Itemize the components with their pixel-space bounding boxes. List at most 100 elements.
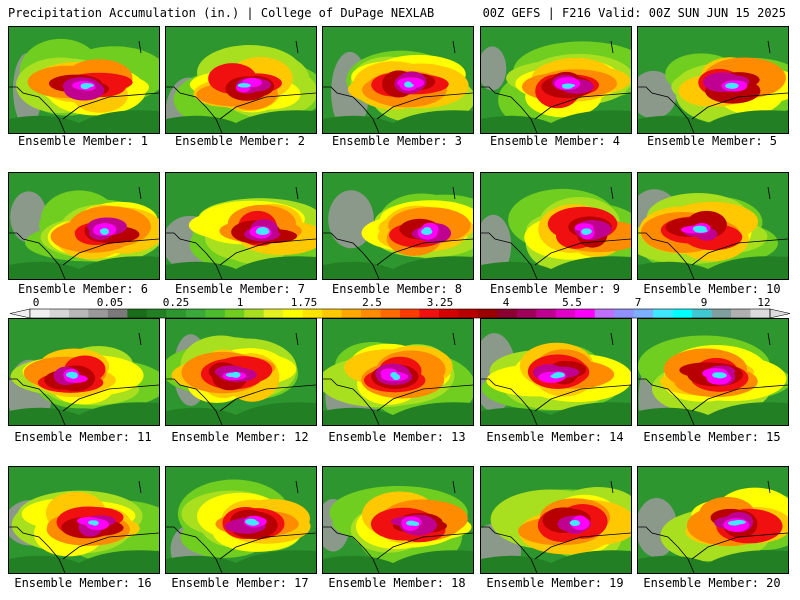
precip-map bbox=[323, 319, 473, 425]
colorbar-swatch bbox=[146, 309, 167, 318]
colorbar-swatch bbox=[516, 309, 537, 318]
ensemble-panel bbox=[637, 318, 789, 426]
colorbar-swatch bbox=[361, 309, 381, 318]
colorbar-swatch bbox=[497, 309, 518, 318]
ensemble-panel bbox=[637, 466, 789, 574]
ensemble-panel bbox=[480, 466, 632, 574]
ensemble-panel bbox=[8, 26, 160, 134]
member-label: Ensemble Member: 11 bbox=[14, 430, 152, 444]
precip-map bbox=[323, 467, 473, 573]
member-label: Ensemble Member: 16 bbox=[14, 576, 152, 590]
precip-map bbox=[638, 173, 788, 279]
ensemble-panel bbox=[8, 172, 160, 280]
precip-map bbox=[638, 27, 788, 133]
colorbar-swatch bbox=[614, 309, 634, 318]
colorbar-swatch bbox=[244, 309, 264, 318]
ensemble-panel bbox=[322, 466, 474, 574]
precip-map bbox=[166, 173, 316, 279]
chart-title: Precipitation Accumulation (in.) | Colle… bbox=[8, 6, 435, 20]
member-label: Ensemble Member: 10 bbox=[643, 282, 781, 296]
precip-map bbox=[323, 173, 473, 279]
precip-colorbar: 0 0.05 0.25 1 1.75 2.5 3.25 4 5.5 7 9 12 bbox=[9, 296, 791, 319]
member-label: Ensemble Member: 17 bbox=[171, 576, 309, 590]
colorbar-tick-label: 1 bbox=[237, 296, 244, 309]
precip-map bbox=[9, 319, 159, 425]
colorbar-swatch bbox=[302, 309, 323, 318]
colorbar-swatch bbox=[30, 309, 50, 318]
colorbar-swatch bbox=[283, 309, 303, 318]
member-label: Ensemble Member: 7 bbox=[174, 282, 306, 296]
colorbar-swatch bbox=[555, 309, 576, 318]
colorbar-swatch bbox=[224, 309, 245, 318]
ensemble-panel bbox=[165, 172, 317, 280]
ensemble-panel bbox=[480, 172, 632, 280]
ensemble-panel bbox=[322, 172, 474, 280]
colorbar-swatch bbox=[88, 309, 109, 318]
colorbar-swatch bbox=[107, 309, 128, 318]
colorbar-tick-label: 0 bbox=[33, 296, 40, 309]
colorbar-swatch bbox=[536, 309, 557, 318]
colorbar-tick-label: 5.5 bbox=[562, 296, 582, 309]
member-label: Ensemble Member: 14 bbox=[486, 430, 624, 444]
colorbar-swatch bbox=[594, 309, 615, 318]
ensemble-panel bbox=[8, 318, 160, 426]
ensemble-panel bbox=[322, 318, 474, 426]
member-label: Ensemble Member: 1 bbox=[17, 134, 149, 148]
precip-map bbox=[166, 319, 316, 425]
ensemble-panel bbox=[165, 318, 317, 426]
colorbar-swatch bbox=[438, 309, 459, 318]
ensemble-panel bbox=[480, 26, 632, 134]
colorbar-swatch bbox=[49, 309, 70, 318]
precip-map bbox=[481, 467, 631, 573]
colorbar-swatch bbox=[731, 309, 751, 318]
precip-map bbox=[323, 27, 473, 133]
colorbar-tick-label: 3.25 bbox=[427, 296, 454, 309]
colorbar-swatch bbox=[672, 309, 693, 318]
colorbar-tick-label: 9 bbox=[701, 296, 708, 309]
colorbar-tick-label: 4 bbox=[503, 296, 510, 309]
member-label: Ensemble Member: 13 bbox=[328, 430, 466, 444]
precip-map bbox=[481, 27, 631, 133]
ensemble-panel bbox=[8, 466, 160, 574]
colorbar-swatch bbox=[166, 309, 187, 318]
colorbar-tick-label: 1.75 bbox=[291, 296, 318, 309]
precip-map bbox=[638, 319, 788, 425]
colorbar-swatch bbox=[341, 309, 362, 318]
colorbar-swatch bbox=[653, 309, 673, 318]
ensemble-panel bbox=[480, 318, 632, 426]
colorbar-swatch bbox=[185, 309, 206, 318]
colorbar-swatch bbox=[692, 309, 712, 318]
colorbar-tick-label: 2.5 bbox=[362, 296, 382, 309]
member-label: Ensemble Member: 3 bbox=[331, 134, 463, 148]
member-label: Ensemble Member: 5 bbox=[646, 134, 778, 148]
precip-map bbox=[481, 319, 631, 425]
precip-map bbox=[166, 27, 316, 133]
colorbar-swatch bbox=[127, 309, 148, 318]
member-label: Ensemble Member: 4 bbox=[489, 134, 621, 148]
precip-map bbox=[9, 467, 159, 573]
precip-map bbox=[481, 173, 631, 279]
colorbar-swatch bbox=[322, 309, 342, 318]
colorbar-swatch bbox=[750, 309, 771, 318]
colorbar-swatch bbox=[380, 309, 401, 318]
model-run-info: 00Z GEFS | F216 Valid: 00Z SUN JUN 15 20… bbox=[482, 6, 786, 20]
member-label: Ensemble Member: 12 bbox=[171, 430, 309, 444]
member-label: Ensemble Member: 6 bbox=[17, 282, 149, 296]
member-label: Ensemble Member: 9 bbox=[489, 282, 621, 296]
colorbar-tick-label: 12 bbox=[757, 296, 770, 309]
colorbar-max-arrow bbox=[769, 308, 791, 319]
colorbar-swatch bbox=[205, 309, 226, 318]
member-label: Ensemble Member: 19 bbox=[486, 576, 624, 590]
colorbar-tick-label: 7 bbox=[635, 296, 642, 309]
colorbar-swatch bbox=[575, 309, 596, 318]
colorbar-tick-label: 0.05 bbox=[97, 296, 124, 309]
precip-map bbox=[9, 27, 159, 133]
precip-map bbox=[638, 467, 788, 573]
ensemble-panel bbox=[637, 172, 789, 280]
ensemble-panel bbox=[165, 466, 317, 574]
member-label: Ensemble Member: 15 bbox=[643, 430, 781, 444]
colorbar-swatch bbox=[400, 309, 420, 318]
ensemble-panel bbox=[322, 26, 474, 134]
colorbar-swatch bbox=[711, 309, 732, 318]
member-label: Ensemble Member: 18 bbox=[328, 576, 466, 590]
